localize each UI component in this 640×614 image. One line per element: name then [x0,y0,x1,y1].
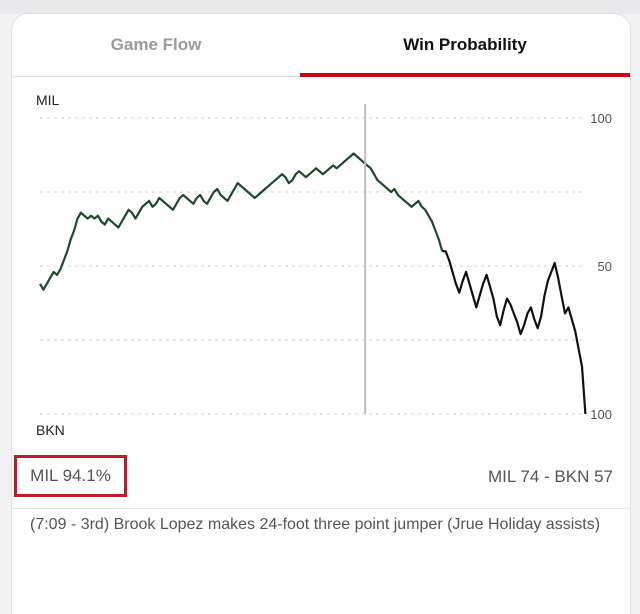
win-probability-readout: MIL 94.1% [14,455,127,497]
score-label: MIL 74 - BKN 57 [487,467,613,486]
bottom-team-label: BKN [36,422,65,438]
top-strip [0,0,640,14]
series-line-mil [39,152,444,291]
tab-win-probability[interactable]: Win Probability [403,35,527,54]
tab-bar: Game Flow Win Probability [12,14,630,77]
y-tick-label-0: 100 [590,111,612,126]
divider [12,508,630,509]
win-probability-chart[interactable]: MIL BKN 100 50 100 [12,84,630,464]
tab-game-flow[interactable]: Game Flow [110,35,202,54]
top-team-label: MIL [36,92,60,108]
win-probability-card: Game Flow Win Probability MIL BKN 100 50 1… [12,14,630,614]
active-tab-indicator [300,73,630,77]
y-tick-label-1: 50 [598,259,612,274]
y-tick-label-2: 100 [590,407,612,422]
win-probability-label: MIL 94.1% [30,466,111,485]
chart-plot: 100 50 100 [39,104,612,422]
play-description: (7:09 - 3rd) Brook Lopez makes 24-foot t… [30,516,601,533]
series-line-bkn [442,250,587,415]
